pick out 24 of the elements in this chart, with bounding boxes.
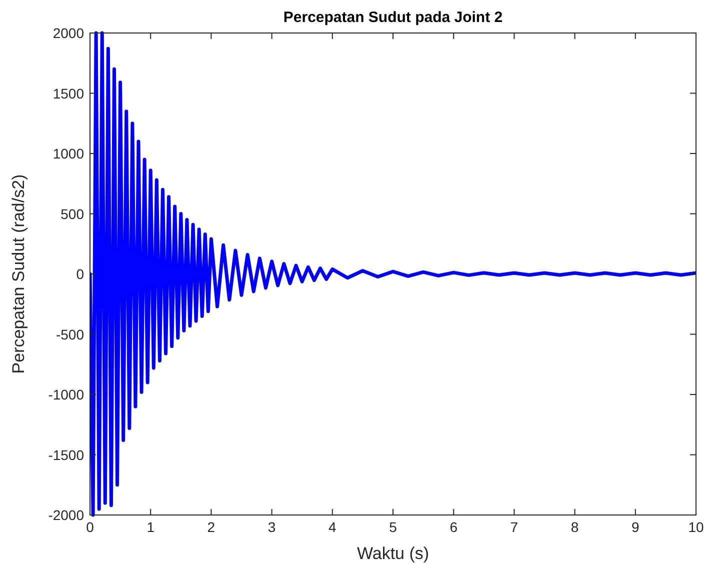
x-tick-label: 3 bbox=[268, 519, 276, 535]
x-tick-label: 8 bbox=[570, 519, 579, 535]
chart-title: Percepatan Sudut pada Joint 2 bbox=[283, 9, 503, 26]
y-tick-label: 1000 bbox=[52, 146, 84, 162]
y-tick-label: -2000 bbox=[48, 507, 84, 523]
x-axis-title: Waktu (s) bbox=[356, 544, 430, 563]
x-tick-label: 10 bbox=[688, 519, 704, 535]
x-tick-label: 1 bbox=[146, 519, 155, 535]
x-tick-label: 7 bbox=[510, 519, 518, 535]
y-tick-label: -1000 bbox=[48, 386, 84, 402]
y-tick-label: 2000 bbox=[52, 25, 84, 41]
y-tick-label: -1500 bbox=[48, 446, 84, 463]
y-tick-label: -500 bbox=[56, 326, 84, 342]
y-axis-title: Percepatan Sudut (rad/s2) bbox=[9, 174, 28, 374]
line-series bbox=[90, 31, 696, 517]
x-tick-label: 2 bbox=[207, 519, 216, 535]
x-tick-label: 9 bbox=[632, 519, 640, 535]
x-tick-label: 6 bbox=[450, 519, 458, 535]
x-tick-label: 0 bbox=[86, 519, 94, 535]
y-tick-label: 1500 bbox=[52, 85, 84, 102]
y-tick-label: 0 bbox=[76, 266, 84, 282]
y-tick-label: 500 bbox=[60, 206, 84, 222]
x-tick-label: 5 bbox=[389, 519, 398, 535]
x-tick-label: 4 bbox=[328, 519, 336, 535]
